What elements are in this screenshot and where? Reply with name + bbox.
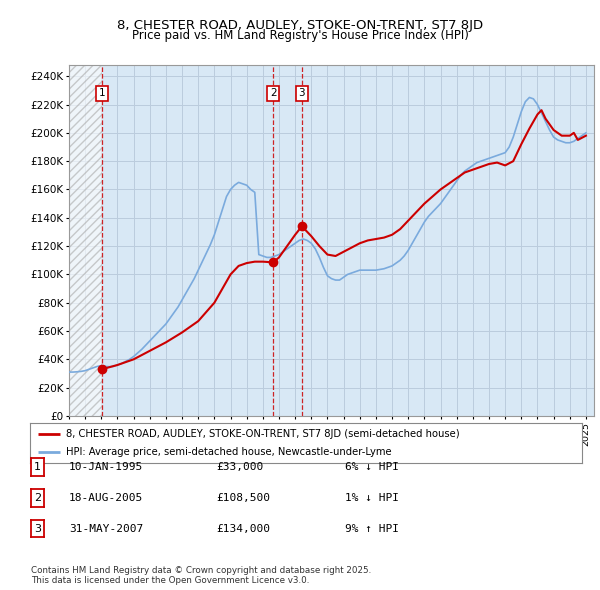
Text: Contains HM Land Registry data © Crown copyright and database right 2025.
This d: Contains HM Land Registry data © Crown c…: [31, 566, 371, 585]
Text: £134,000: £134,000: [216, 524, 270, 533]
Text: 1% ↓ HPI: 1% ↓ HPI: [345, 493, 399, 503]
Text: £108,500: £108,500: [216, 493, 270, 503]
Text: 10-JAN-1995: 10-JAN-1995: [69, 463, 143, 472]
Text: 3: 3: [34, 524, 41, 533]
Text: 8, CHESTER ROAD, AUDLEY, STOKE-ON-TRENT, ST7 8JD: 8, CHESTER ROAD, AUDLEY, STOKE-ON-TRENT,…: [117, 19, 483, 32]
Text: 6% ↓ HPI: 6% ↓ HPI: [345, 463, 399, 472]
Text: Price paid vs. HM Land Registry's House Price Index (HPI): Price paid vs. HM Land Registry's House …: [131, 30, 469, 42]
Text: 3: 3: [299, 88, 305, 98]
Text: 18-AUG-2005: 18-AUG-2005: [69, 493, 143, 503]
Text: 31-MAY-2007: 31-MAY-2007: [69, 524, 143, 533]
Text: 1: 1: [98, 88, 105, 98]
Text: £33,000: £33,000: [216, 463, 263, 472]
Text: 1: 1: [34, 463, 41, 472]
Bar: [69, 65, 102, 416]
Text: 9% ↑ HPI: 9% ↑ HPI: [345, 524, 399, 533]
Text: 2: 2: [34, 493, 41, 503]
Text: HPI: Average price, semi-detached house, Newcastle-under-Lyme: HPI: Average price, semi-detached house,…: [66, 447, 392, 457]
Text: 2: 2: [270, 88, 277, 98]
Text: 8, CHESTER ROAD, AUDLEY, STOKE-ON-TRENT, ST7 8JD (semi-detached house): 8, CHESTER ROAD, AUDLEY, STOKE-ON-TRENT,…: [66, 429, 460, 439]
